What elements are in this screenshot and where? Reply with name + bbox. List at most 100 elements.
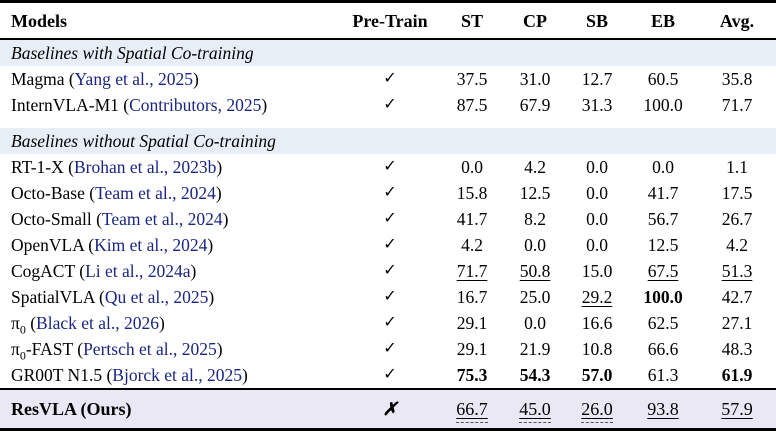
score-cell: 93.8 [628, 388, 698, 430]
score-cell: 27.1 [698, 310, 776, 336]
model-name-subscript: 0 [19, 322, 26, 337]
score-value: 67.9 [519, 95, 551, 115]
score-value: 100.0 [643, 287, 683, 307]
score-value: 57.0 [581, 365, 613, 385]
score-cell: 35.8 [698, 66, 776, 92]
model-name: GR00T N1.5 [11, 365, 103, 385]
score-value: 15.0 [581, 261, 613, 281]
score-value: 15.8 [456, 183, 488, 203]
model-name: π [11, 313, 20, 333]
score-value: 31.3 [581, 95, 613, 115]
score-value: 48.3 [721, 339, 753, 359]
citation-link[interactable]: Kim et al., 2024 [94, 235, 208, 255]
score-value: 17.5 [721, 183, 753, 203]
score-value: 56.7 [647, 209, 679, 229]
score-value: 87.5 [456, 95, 488, 115]
pretrain-check-icon: ✓ [383, 184, 397, 201]
score-cell: 54.3 [504, 362, 566, 389]
score-value: 10.8 [581, 339, 613, 359]
score-cell: 61.3 [628, 362, 698, 389]
score-value: 62.5 [647, 313, 679, 333]
score-cell: 10.8 [566, 336, 628, 362]
score-value: 29.2 [581, 287, 613, 307]
score-value: 0.0 [524, 313, 546, 333]
score-value: 54.3 [519, 365, 551, 385]
pretrain-check-icon: ✓ [383, 340, 397, 357]
score-cell: 0.0 [628, 154, 698, 180]
score-cell: 0.0 [504, 232, 566, 258]
citation-link[interactable]: Pertsch et al., 2025 [83, 339, 217, 359]
model-name: π [11, 339, 20, 359]
score-cell: 8.2 [504, 206, 566, 232]
score-cell: 66.6 [628, 336, 698, 362]
model-name: Octo-Small [11, 209, 92, 229]
citation-link[interactable]: Yang et al., 2025 [74, 69, 193, 89]
model-name-cell: OpenVLA (Kim et al., 2024) [11, 235, 214, 255]
table-row: Octo-Small (Team et al., 2024) ✓ 41.7 8.2 0.… [0, 206, 776, 232]
pretrain-check-icon: ✓ [383, 210, 397, 227]
citation-link[interactable]: Black et al., 2026 [36, 313, 159, 333]
score-value: 0.0 [586, 235, 608, 255]
score-cell: 0.0 [504, 310, 566, 336]
score-value: 26.0 [581, 399, 613, 423]
citation-link[interactable]: Contributors, 2025 [129, 95, 262, 115]
score-cell: 29.1 [440, 336, 504, 362]
table-row: Magma (Yang et al., 2025) ✓ 37.5 31.0 12.7 60… [0, 66, 776, 92]
column-header-eb: EB [628, 1, 698, 40]
model-name: SpatialVLA [11, 287, 95, 307]
model-name-cell: π0-FAST (Pertsch et al., 2025) [11, 339, 223, 363]
model-name-cell: InternVLA-M1 (Contributors, 2025) [11, 95, 268, 115]
score-value: 0.0 [524, 235, 546, 255]
score-cell: 12.5 [628, 232, 698, 258]
pretrain-check-icon: ✓ [383, 288, 397, 305]
score-value: 4.2 [461, 235, 483, 255]
section-header-label: Baselines without Spatial Co-training [0, 128, 776, 154]
section-header-row: Baselines with Spatial Co-training [0, 39, 776, 66]
score-cell: 15.0 [566, 258, 628, 284]
score-cell: 62.5 [628, 310, 698, 336]
citation-link[interactable]: Qu et al., 2025 [104, 287, 209, 307]
table-row: GR00T N1.5 (Bjorck et al., 2025) ✓ 75.3 54.… [0, 362, 776, 389]
table-row: CogACT (Li et al., 2024a) ✓ 71.7 50.8 15.0 67… [0, 258, 776, 284]
score-cell: 31.3 [566, 92, 628, 118]
score-cell: 56.7 [628, 206, 698, 232]
score-value: 4.2 [524, 157, 546, 177]
model-name-subscript: 0 [19, 348, 26, 363]
section-spacer [0, 118, 776, 128]
model-name-cell: CogACT (Li et al., 2024a) [11, 261, 197, 281]
citation-link[interactable]: Team et al., 2024 [101, 209, 223, 229]
score-cell: 87.5 [440, 92, 504, 118]
model-name: Octo-Base [11, 183, 85, 203]
table-row: Octo-Base (Team et al., 2024) ✓ 15.8 12.5 0.… [0, 180, 776, 206]
score-cell: 31.0 [504, 66, 566, 92]
section-header-row: Baselines without Spatial Co-training [0, 128, 776, 154]
score-value: 25.0 [519, 287, 551, 307]
model-name-cell: Octo-Base (Team et al., 2024) [11, 183, 222, 203]
score-value: 41.7 [647, 183, 679, 203]
score-cell: 50.8 [504, 258, 566, 284]
table-row: π0 (Black et al., 2026) ✓ 29.1 0.0 16.6 62.5 2… [0, 310, 776, 336]
score-cell: 71.7 [698, 92, 776, 118]
score-value: 29.1 [456, 339, 488, 359]
pretrain-check-icon: ✓ [383, 70, 397, 87]
score-value: 12.5 [647, 235, 679, 255]
score-value: 27.1 [721, 313, 753, 333]
score-cell: 57.9 [698, 388, 776, 430]
score-cell: 4.2 [504, 154, 566, 180]
citation-link[interactable]: Bjorck et al., 2025 [112, 365, 243, 385]
score-value: 61.9 [721, 365, 753, 385]
citation-link[interactable]: Brohan et al., 2023b [73, 157, 217, 177]
score-cell: 0.0 [440, 154, 504, 180]
score-cell: 100.0 [628, 92, 698, 118]
column-header-pretrain: Pre-Train [340, 1, 440, 40]
score-cell: 21.9 [504, 336, 566, 362]
score-cell: 15.8 [440, 180, 504, 206]
pretrain-check-icon: ✓ [383, 158, 397, 175]
score-value: 51.3 [721, 261, 753, 281]
citation-link[interactable]: Li et al., 2024a [85, 261, 191, 281]
citation-link[interactable]: Team et al., 2024 [95, 183, 216, 203]
score-cell: 60.5 [628, 66, 698, 92]
model-name-cell: GR00T N1.5 (Bjorck et al., 2025) [11, 365, 248, 385]
model-name-suffix: -FAST [25, 339, 73, 359]
pretrain-check-icon: ✓ [383, 236, 397, 253]
